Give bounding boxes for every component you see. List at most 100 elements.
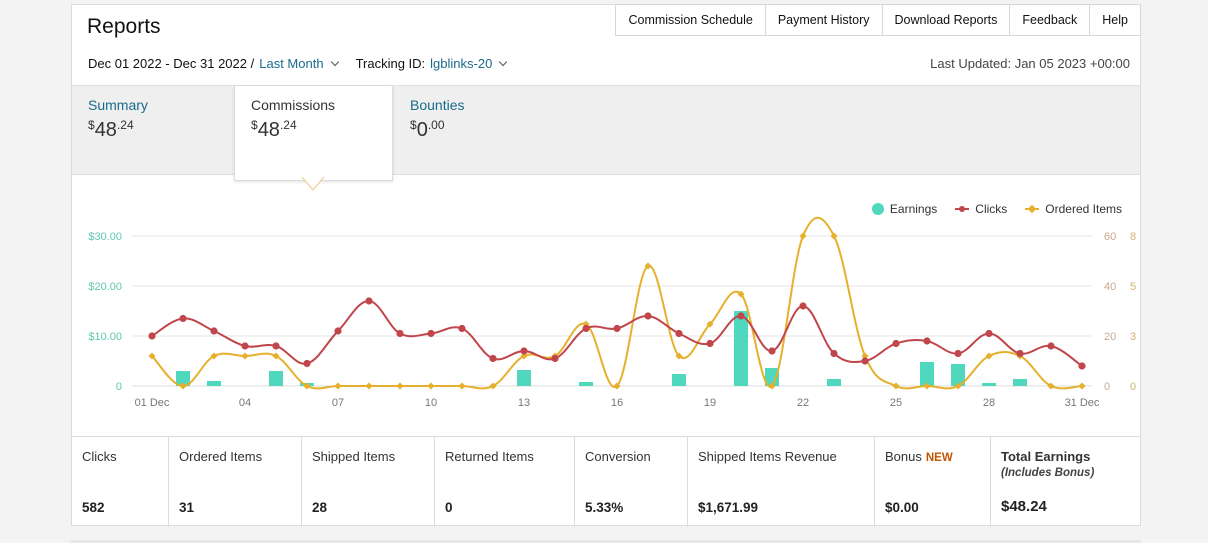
earnings-bar	[827, 379, 841, 386]
legend-earnings[interactable]: Earnings	[871, 202, 938, 216]
tab-bounties[interactable]: Bounties $0.00	[394, 86, 554, 176]
tracking-label: Tracking ID:	[355, 56, 426, 71]
clicks-point	[861, 357, 869, 365]
tab-bounties-label: Bounties	[410, 97, 465, 113]
clicks-point	[675, 329, 683, 338]
period-select[interactable]: Last Month	[259, 56, 324, 71]
metric-label: Conversion	[585, 449, 651, 464]
metric-value: 31	[179, 500, 195, 515]
earnings-bar	[982, 383, 996, 386]
clicks-point	[799, 302, 807, 310]
metric-value: $0.00	[885, 500, 919, 515]
tracking-id-select[interactable]: lgblinks-20	[430, 56, 493, 71]
ordered-items-point	[830, 232, 838, 240]
x-tick-label: 25	[890, 397, 902, 409]
ordered-items-point	[923, 382, 931, 390]
metric-returned-items: Returned Items 0	[435, 437, 575, 527]
earnings-bar	[579, 382, 593, 386]
clicks-point	[644, 312, 652, 320]
ordered-items-line	[151, 216, 1083, 390]
y-left-tick-label: $10.00	[88, 331, 122, 343]
y-right-tick-label: 5	[1130, 281, 1136, 293]
ordered-swatch	[1025, 204, 1040, 214]
chart-legend: Earnings Clicks Ordered Items	[871, 202, 1122, 216]
ordered-items-point	[210, 352, 218, 360]
y-left-tick-label: 0	[116, 381, 122, 393]
x-tick-label: 13	[518, 397, 530, 409]
clicks-point	[706, 339, 714, 348]
ordered-items-point	[427, 382, 435, 390]
y-mid-tick-label: 0	[1104, 381, 1110, 393]
y-right-tick-label: 8	[1130, 231, 1136, 243]
date-range: Dec 01 2022 - Dec 31 2022 /	[88, 56, 255, 71]
y-right-tick-label: 0	[1130, 381, 1136, 393]
date-row: Dec 01 2022 - Dec 31 2022 / Last Month T…	[88, 56, 510, 71]
legend-clicks[interactable]: Clicks	[955, 202, 1007, 216]
y-mid-tick-label: 60	[1104, 231, 1116, 243]
clicks-point	[427, 329, 435, 338]
clicks-point	[148, 332, 156, 340]
tab-summary-label: Summary	[88, 97, 148, 113]
metric-total-earnings: Total Earnings (Includes Bonus) $48.24	[991, 437, 1140, 527]
ordered-items-point	[396, 382, 404, 390]
clicks-point	[768, 347, 776, 355]
chevron-down-icon[interactable]	[499, 57, 508, 67]
ordered-items-point	[768, 382, 776, 390]
clicks-point	[613, 324, 621, 333]
help-link[interactable]: Help	[1090, 4, 1141, 36]
tab-summary[interactable]: Summary $48.24	[72, 86, 232, 176]
clicks-point	[551, 354, 559, 363]
chevron-down-icon[interactable]	[330, 57, 339, 67]
metric-value: 582	[82, 500, 105, 515]
y-mid-tick-label: 40	[1104, 281, 1116, 293]
clicks-point	[241, 342, 249, 350]
metric-label: Bonus NEW	[885, 449, 953, 464]
clicks-point	[737, 312, 745, 320]
metric-label: Shipped Items Revenue	[698, 449, 837, 464]
ordered-items-point	[272, 352, 280, 360]
ordered-items-point	[241, 352, 249, 360]
tab-commissions[interactable]: Commissions $48.24	[234, 86, 393, 181]
page-title: Reports	[87, 15, 161, 38]
legend-earnings-label: Earnings	[889, 202, 938, 216]
metric-conversion: Conversion 5.33%	[575, 437, 688, 527]
earnings-bar	[672, 374, 686, 386]
ordered-items-point	[489, 382, 497, 390]
tab-commissions-label: Commissions	[251, 97, 336, 113]
earnings-bar	[269, 371, 283, 386]
earnings-bar	[734, 311, 748, 386]
earnings-bar	[176, 371, 190, 386]
earnings-chart: 0 $10.00 $20.00 $30.00 0 20 40 60 0 3 5 8 01 Dec 04 07…	[88, 216, 1136, 409]
metric-value: 0	[445, 500, 453, 515]
commissions-amount: $48.24	[251, 118, 297, 141]
bounties-amount: $0.00	[410, 118, 445, 141]
x-tick-label: 19	[704, 397, 716, 409]
earnings-bar	[951, 364, 965, 386]
ordered-items-point	[1078, 382, 1086, 390]
payment-history-link[interactable]: Payment History	[765, 4, 883, 36]
clicks-point	[520, 347, 528, 355]
ordered-items-point	[520, 352, 528, 360]
commission-schedule-link[interactable]: Commission Schedule	[615, 4, 766, 36]
ordered-items-point	[861, 352, 869, 360]
legend-ordered[interactable]: Ordered Items	[1025, 202, 1122, 216]
new-badge: NEW	[925, 452, 953, 464]
ordered-items-point	[892, 382, 900, 390]
summary-tabs: Summary $48.24 Commissions $48.24 Bounti…	[72, 85, 1140, 181]
ordered-items-point	[706, 320, 714, 328]
last-updated: Last Updated: Jan 05 2023 +00:00	[930, 56, 1130, 71]
metric-clicks: Clicks 582	[72, 437, 169, 527]
x-tick-label: 31 Dec	[1065, 397, 1100, 409]
ordered-items-point	[737, 290, 745, 298]
clicks-swatch	[955, 204, 970, 214]
earnings-swatch	[871, 203, 884, 215]
clicks-point	[303, 359, 311, 368]
clicks-point	[272, 342, 280, 350]
download-reports-link[interactable]: Download Reports	[882, 4, 1011, 36]
metric-value: $1,671.99	[698, 500, 759, 515]
feedback-link[interactable]: Feedback	[1010, 4, 1091, 36]
metric-sublabel: (Includes Bonus)	[1001, 467, 1095, 479]
clicks-point	[582, 324, 590, 333]
earnings-bar	[517, 370, 531, 386]
x-tick-label: 10	[425, 397, 437, 409]
